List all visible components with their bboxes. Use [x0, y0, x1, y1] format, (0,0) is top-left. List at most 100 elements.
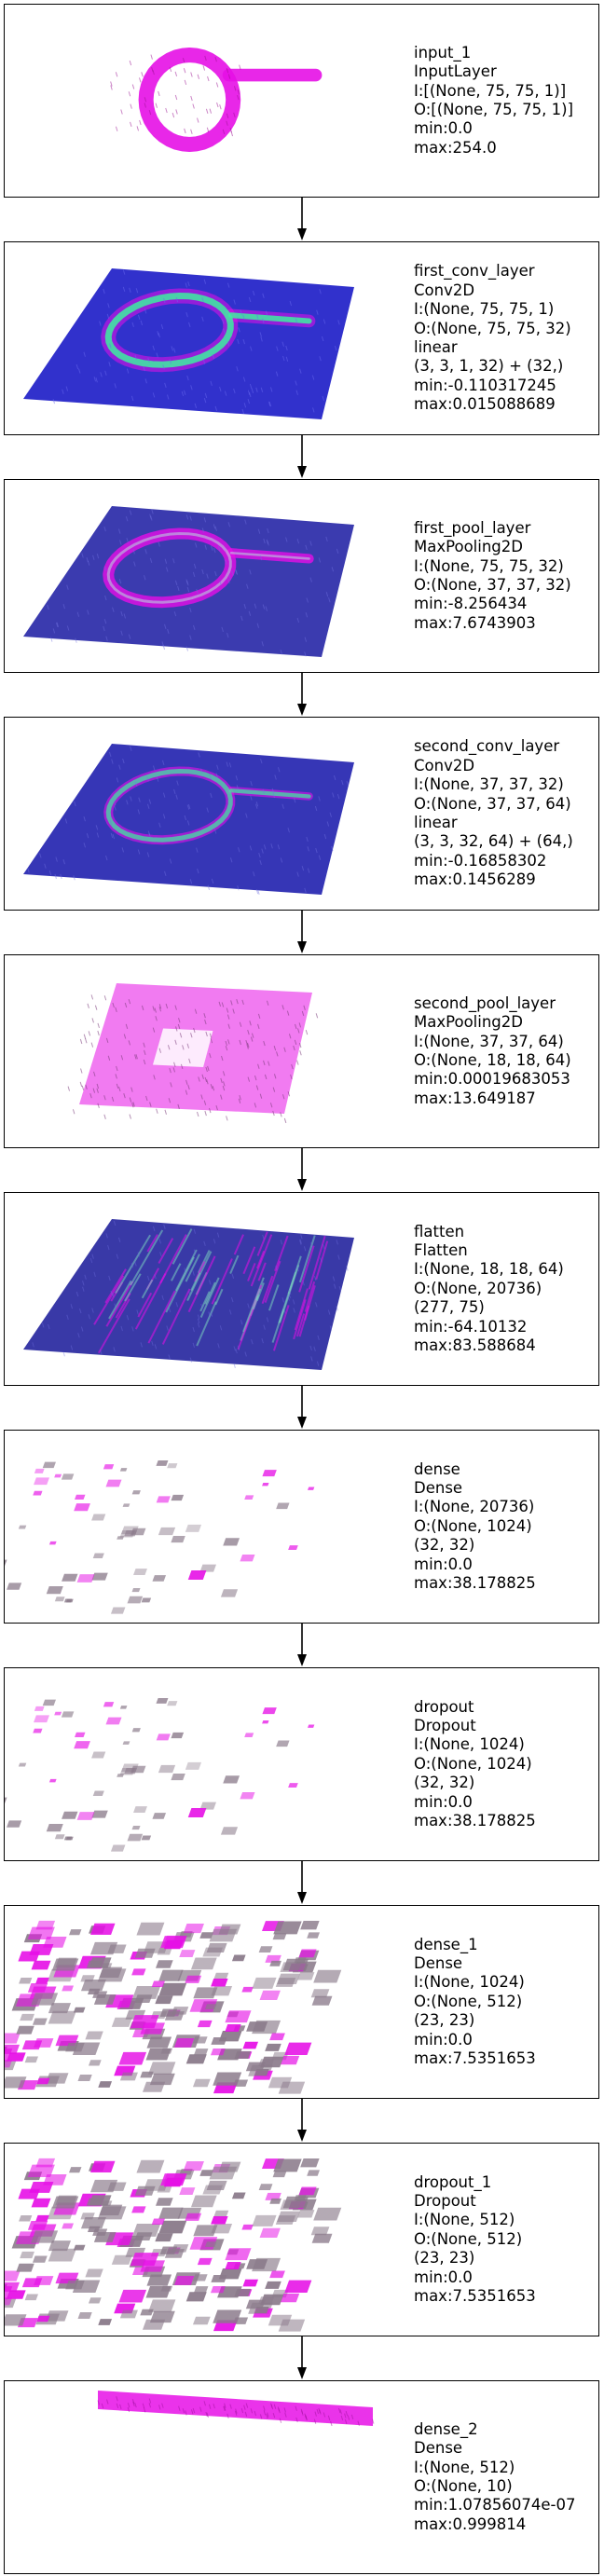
layer-box-dense-1: dense_1 Dense I:(None, 1024) O:(None, 512)(… — [4, 1905, 599, 2099]
input-texture — [197, 74, 200, 79]
conv2-grid — [86, 833, 89, 839]
conv2-grid — [196, 847, 199, 853]
pool2-texture — [288, 1034, 292, 1039]
pool2-texture — [303, 1005, 306, 1010]
pool2-texture — [283, 1117, 287, 1124]
conv2-grid — [238, 847, 240, 853]
dropout-unit — [156, 1733, 171, 1741]
flatten-stripe — [187, 1255, 216, 1313]
dense2-texture — [142, 2403, 145, 2408]
layer-type: Dense — [414, 2439, 463, 2458]
pool2-texture — [226, 1007, 229, 1013]
dense-unit — [92, 1553, 104, 1559]
dense2-texture — [313, 2418, 317, 2424]
dense-unit — [223, 1538, 240, 1546]
conv1-grid — [158, 333, 160, 338]
layer-info-line: (23, 23) — [414, 2011, 475, 2030]
conv1-grid — [202, 359, 206, 364]
dropout-unit — [262, 1720, 269, 1724]
input-texture — [144, 97, 147, 103]
dense1-unit — [151, 1980, 165, 1987]
dense1-unit — [268, 2076, 293, 2089]
dense1-unit — [259, 1990, 281, 2000]
flatten-stripe — [190, 1272, 201, 1292]
conv1-grid — [243, 403, 247, 408]
layer-type: Dense — [414, 1478, 463, 1497]
dropout1-unit — [231, 2192, 246, 2199]
dropout1-unit — [5, 2270, 21, 2281]
conv2-grid — [39, 853, 42, 858]
flatten-grid — [288, 1289, 292, 1295]
pool2-texture — [225, 1040, 227, 1047]
conv1-grid — [162, 364, 165, 370]
conv2-grid — [253, 871, 255, 877]
input-texture — [110, 81, 113, 87]
dropout-unit — [141, 1835, 152, 1841]
conv1-feature-plane — [23, 268, 354, 419]
flatten-grid — [197, 1318, 200, 1323]
conv1-grid — [295, 380, 297, 386]
flatten-grid — [89, 1257, 93, 1264]
flatten-grid — [192, 1342, 196, 1349]
input-texture — [233, 112, 236, 118]
dropout-unit — [110, 1844, 126, 1852]
dropout1-unit — [273, 2158, 302, 2172]
dropout1-unit — [140, 2309, 154, 2316]
conv1-grid — [62, 389, 64, 394]
dropout1-unit — [310, 2227, 330, 2236]
input-texture — [155, 103, 158, 108]
dropout1-unit — [72, 2280, 101, 2294]
dense-unit — [152, 1575, 167, 1582]
pool1-grid — [228, 574, 231, 581]
pool2-texture — [210, 1084, 213, 1089]
pool2-texture — [208, 1107, 212, 1114]
flatten-grid — [192, 1326, 195, 1333]
flatten-grid — [117, 1237, 121, 1243]
flow-arrow — [297, 198, 307, 240]
flatten-stripe — [105, 1281, 134, 1327]
dropout1-unit — [265, 2192, 281, 2200]
flow-arrow — [297, 673, 307, 716]
pool1-grid — [186, 586, 190, 593]
conv2-grid — [259, 859, 262, 866]
pool2-texture — [185, 1089, 188, 1095]
pool1-grid — [201, 528, 205, 533]
dropout-unit — [18, 1762, 27, 1767]
pool2-texture — [299, 1050, 302, 1056]
layer-info-line: O:(None, 20736) — [414, 1279, 542, 1297]
pool1-grid — [285, 537, 288, 542]
conv2-grid — [329, 812, 332, 817]
flatten-stripe — [308, 1235, 326, 1290]
conv2-grid — [83, 816, 86, 822]
layer-box-dense-2: dense_2 Dense I:(None, 512) O:(None, 10) min… — [4, 2380, 599, 2574]
layer-type: Conv2D — [414, 281, 475, 299]
flatten-grid — [208, 1311, 211, 1317]
pool2-texture — [283, 1047, 286, 1052]
dropout1-unit — [69, 2167, 82, 2173]
input-texture — [183, 68, 186, 74]
dense1-unit — [142, 2081, 166, 2092]
dense-unit — [42, 1461, 56, 1469]
flatten-grid — [281, 1297, 285, 1303]
pool2-texture — [97, 1030, 100, 1036]
pool1-grid — [305, 544, 308, 551]
dense1-unit — [300, 1920, 320, 1930]
conv2-grid — [55, 856, 58, 862]
pool2-texture — [205, 1066, 208, 1073]
conv2-grid — [137, 849, 141, 855]
pool1-grid — [248, 610, 252, 616]
dense1-unit — [210, 2048, 226, 2056]
conv2-grid — [175, 794, 178, 800]
dense1-unit — [5, 2044, 21, 2054]
layer-visualization — [67, 983, 319, 1124]
conv2-grid — [161, 760, 165, 766]
dropout1-unit — [213, 2210, 229, 2218]
conv2-grid — [235, 775, 239, 781]
conv2-grid — [113, 801, 117, 806]
flatten-stripe — [247, 1262, 256, 1281]
layer-visualization — [23, 268, 354, 419]
pool2-texture — [249, 1021, 252, 1026]
pool2-texture — [194, 1008, 198, 1014]
conv2-grid — [164, 870, 167, 877]
conv1-grid — [275, 371, 279, 377]
